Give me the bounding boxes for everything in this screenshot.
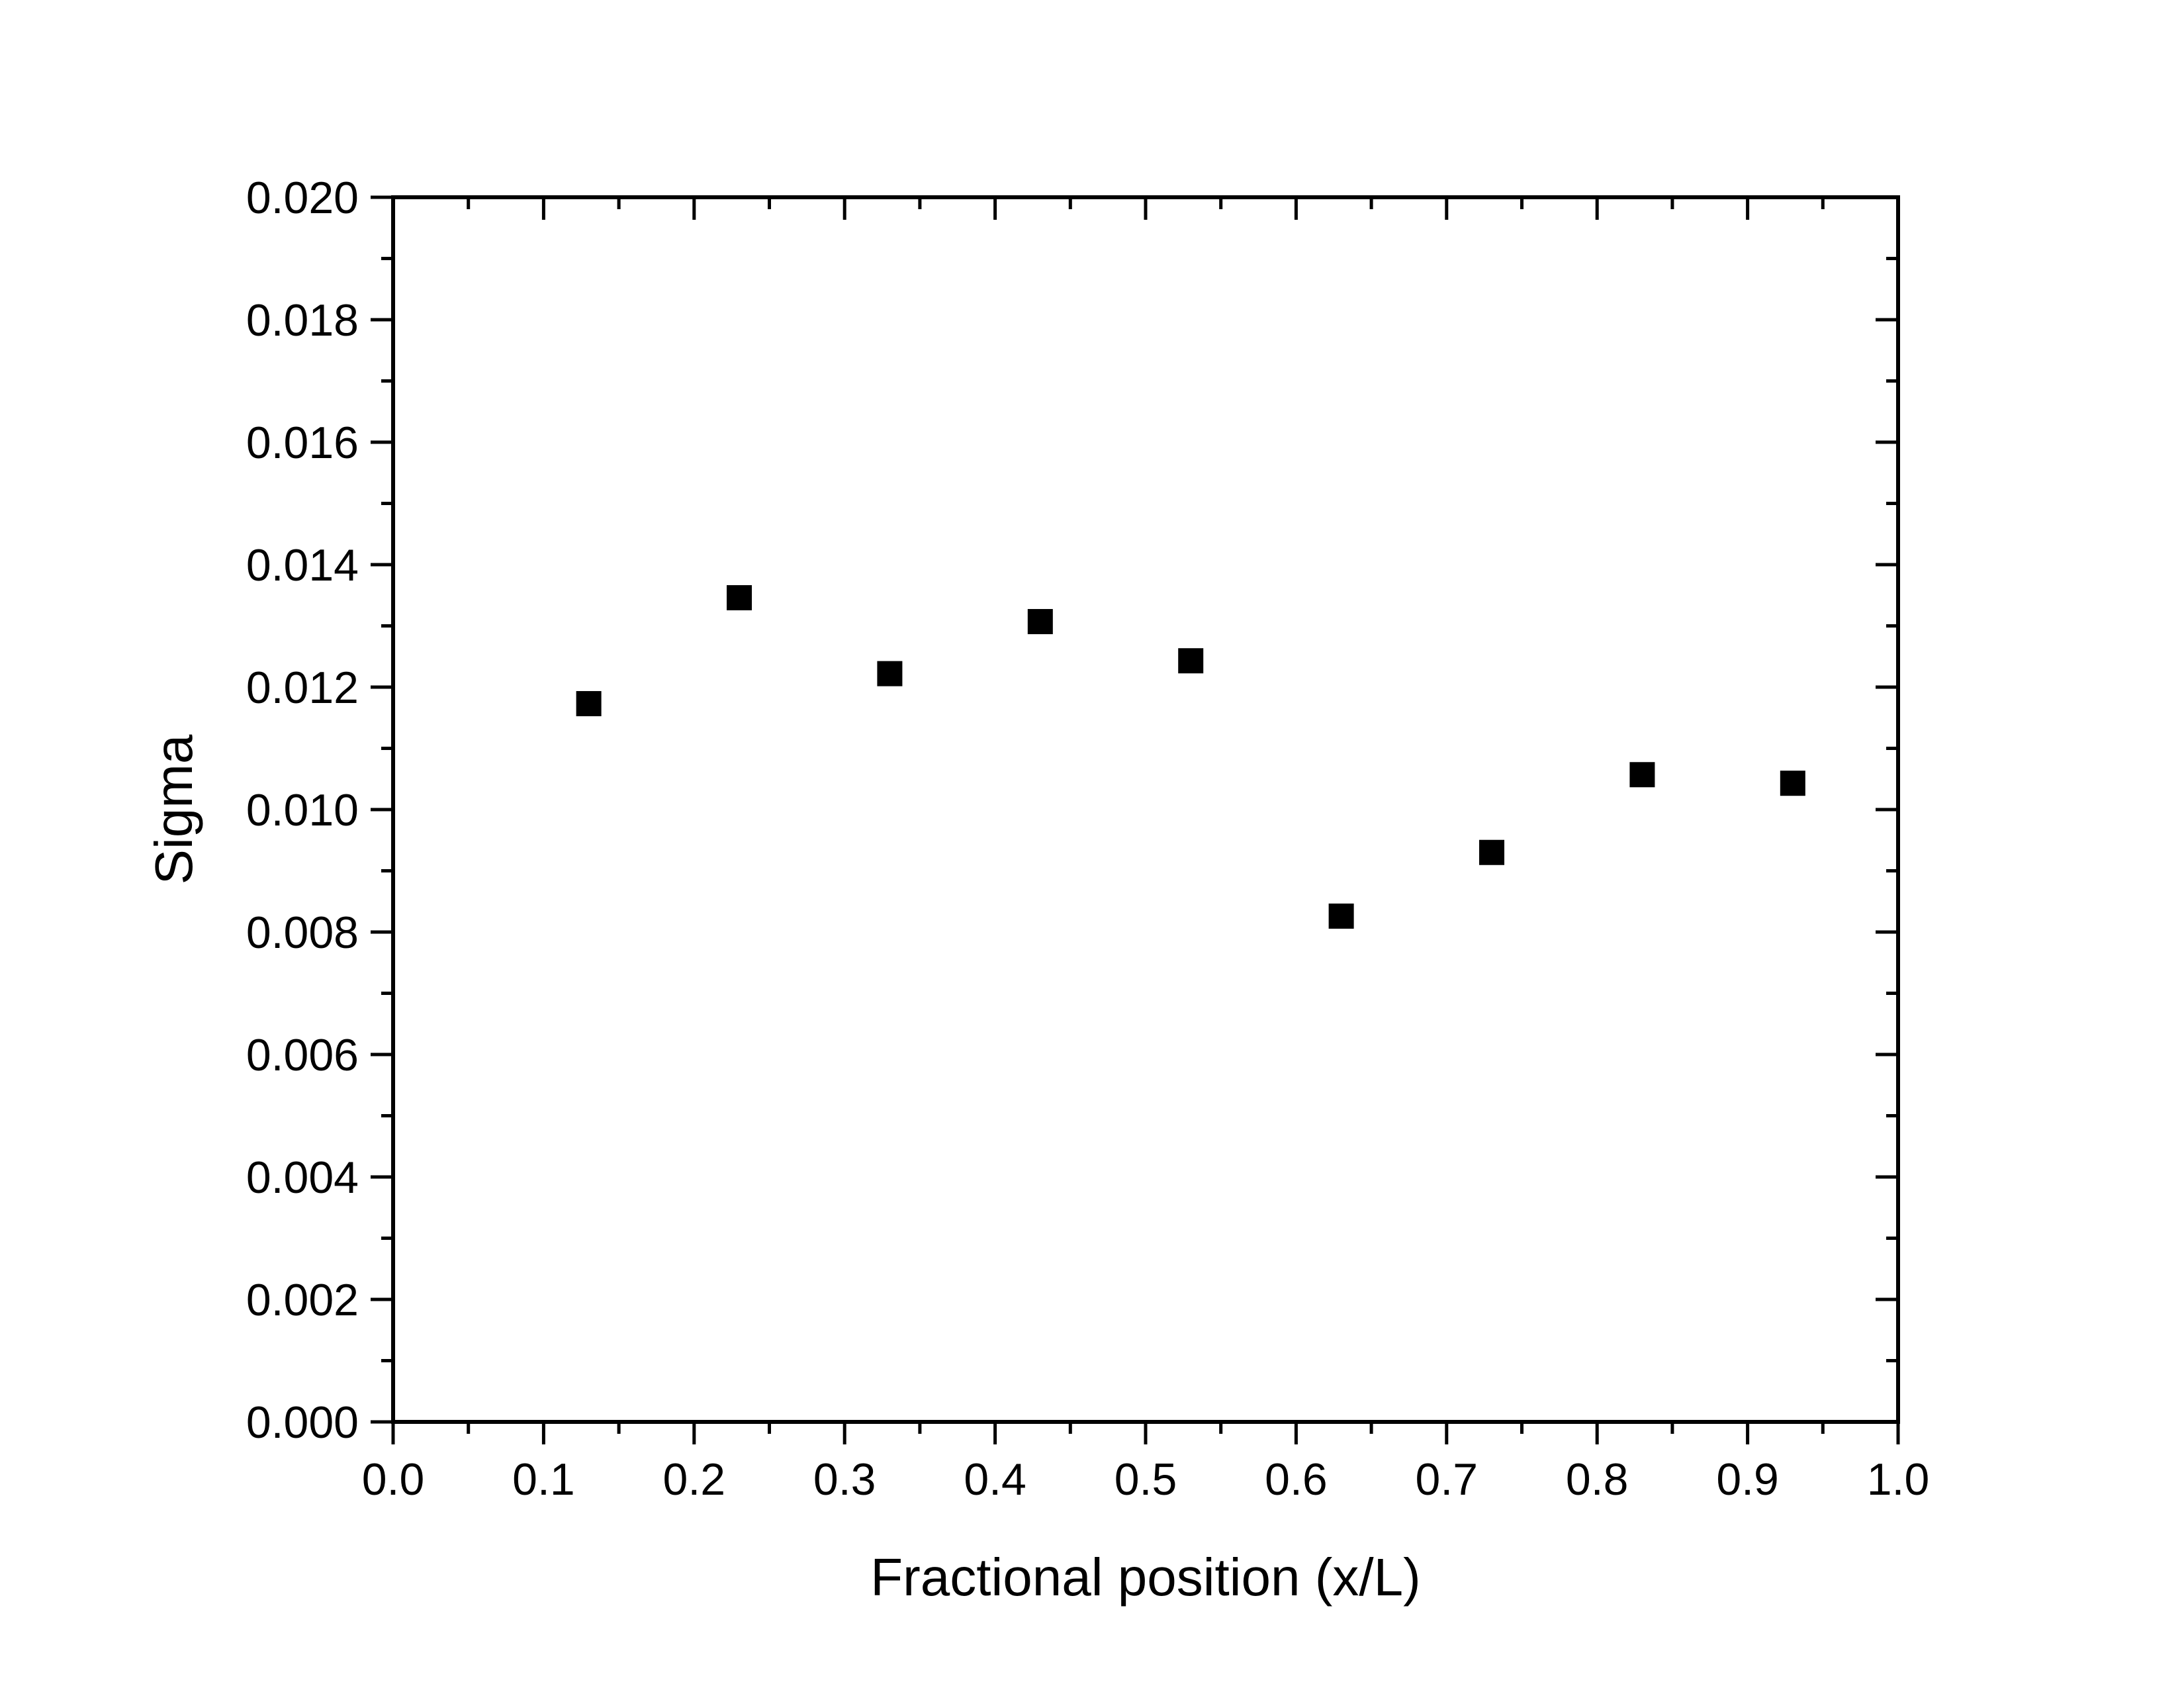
plot-frame	[391, 195, 1900, 1424]
data-point	[877, 661, 903, 686]
x-tick-label: 0.2	[663, 1454, 726, 1505]
x-tick-label: 0.6	[1265, 1454, 1328, 1505]
data-point	[1328, 903, 1354, 929]
data-point	[1027, 609, 1053, 635]
y-tick-label: 0.002	[246, 1275, 359, 1325]
y-tick-label: 0.014	[246, 540, 359, 590]
y-axis-tick-labels: 0.000 0.002 0.004 0.006 0.008 0.010 0.012 0.014…	[246, 173, 359, 1448]
y-tick-label: 0.004	[246, 1152, 359, 1203]
x-tick-label: 0.9	[1716, 1454, 1779, 1505]
y-tick-label: 0.006	[246, 1030, 359, 1080]
data-point	[1178, 648, 1204, 674]
data-point	[576, 690, 602, 716]
y-tick-label: 0.008	[246, 908, 359, 958]
data-point	[1780, 771, 1805, 796]
x-tick-label: 1.0	[1867, 1454, 1930, 1505]
x-tick-label: 0.8	[1566, 1454, 1629, 1505]
x-axis-tick-labels: 0.0 0.1 0.2 0.3 0.4 0.5 0.6 0.7 0.8 0.9 1.0	[362, 1454, 1930, 1505]
x-tick-label: 0.0	[362, 1454, 425, 1505]
data-points	[576, 585, 1805, 929]
x-tick-label: 0.3	[813, 1454, 876, 1505]
y-tick-label: 0.012	[246, 663, 359, 713]
x-tick-label: 0.5	[1115, 1454, 1177, 1505]
x-axis-ticks	[391, 197, 1900, 1444]
x-tick-label: 0.7	[1416, 1454, 1479, 1505]
y-axis-title: Sigma	[144, 734, 203, 884]
y-axis-ticks	[371, 195, 1898, 1424]
data-point	[727, 585, 752, 610]
y-tick-label: 0.000	[246, 1397, 359, 1448]
x-tick-label: 0.1	[512, 1454, 575, 1505]
data-point	[1479, 839, 1505, 865]
y-tick-label: 0.020	[246, 173, 359, 223]
x-tick-label: 0.4	[964, 1454, 1026, 1505]
x-axis-title: Fractional position (x/L)	[870, 1548, 1420, 1607]
y-tick-label: 0.018	[246, 295, 359, 346]
y-tick-label: 0.016	[246, 418, 359, 468]
data-point	[1629, 762, 1655, 788]
y-tick-label: 0.010	[246, 785, 359, 835]
